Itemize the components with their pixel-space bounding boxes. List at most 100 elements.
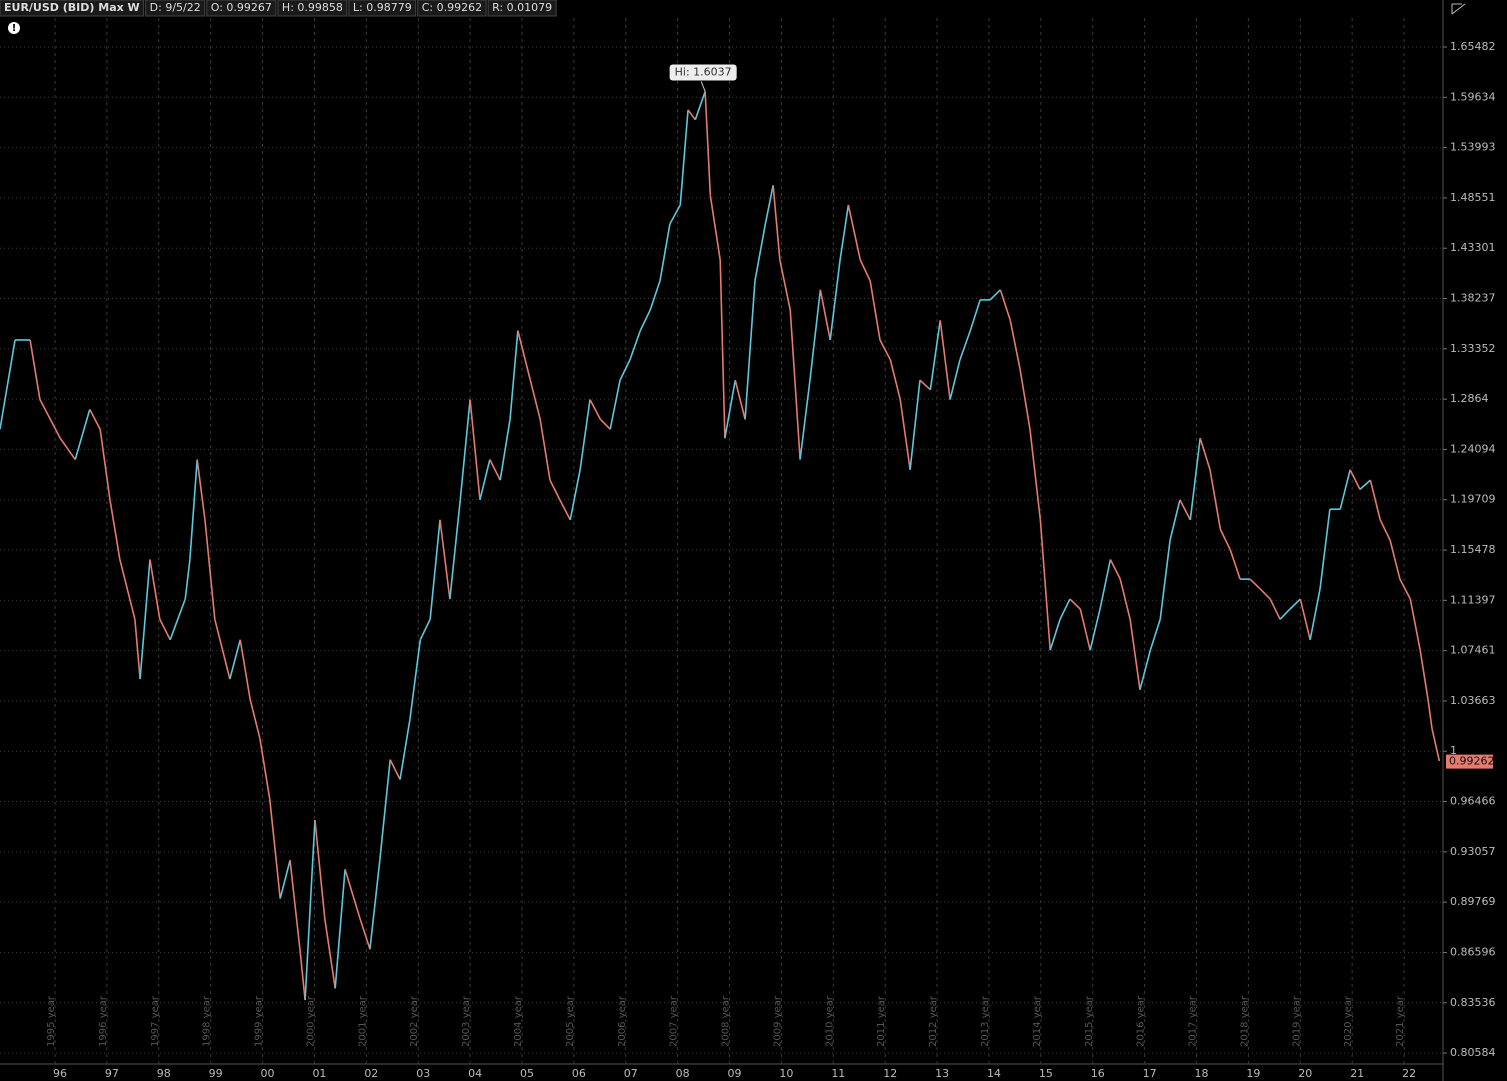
price-segment (139, 559, 151, 680)
price-segment (239, 639, 251, 700)
price-segment (389, 759, 401, 780)
price-segment (29, 339, 41, 400)
price-segment (299, 949, 306, 1001)
price-segment (694, 91, 706, 120)
y-tick-label: 0.83536 (1450, 996, 1496, 1009)
price-segment (959, 330, 972, 361)
y-tick-label: 1.38237 (1450, 292, 1496, 305)
x-tick-label: 09 (728, 1067, 742, 1080)
x-tick-label: 99 (209, 1067, 223, 1080)
y-tick-label: 0.93057 (1450, 845, 1496, 858)
year-label: 2001 year (357, 995, 368, 1047)
year-label: 2011 year (876, 995, 887, 1047)
price-segment (196, 459, 206, 520)
year-label: 2021 year (1395, 995, 1406, 1047)
price-segment (1159, 540, 1171, 620)
price-segment (809, 289, 822, 381)
year-label: 2009 year (772, 995, 783, 1047)
y-tick-label: 1 (1450, 744, 1457, 757)
price-segment (1339, 469, 1351, 510)
price-segment (39, 399, 61, 439)
price-segment (869, 280, 881, 341)
year-label: 2006 year (617, 995, 628, 1047)
y-tick-label: 1.24094 (1450, 442, 1496, 455)
year-label: 2015 year (1084, 995, 1095, 1047)
price-segment (1029, 429, 1042, 520)
x-tick-label: 07 (624, 1067, 638, 1080)
scale-icon[interactable] (1451, 3, 1466, 15)
price-segment (687, 109, 696, 121)
year-label: 2002 year (409, 995, 420, 1047)
price-segment (74, 409, 91, 460)
price-segment (479, 459, 491, 501)
price-segment (599, 418, 611, 430)
price-segment (829, 259, 841, 341)
x-tick-label: 00 (261, 1067, 275, 1080)
price-segment (409, 639, 422, 720)
price-segment (314, 819, 326, 919)
header-field: D: 9/5/22 (150, 1, 201, 14)
price-segment (724, 379, 737, 439)
price-segment (734, 379, 746, 420)
alert-icon-glyph: ! (12, 23, 17, 34)
price-segment (1179, 499, 1192, 521)
price-segment (1169, 499, 1181, 541)
price-segment (1059, 598, 1071, 620)
year-label: 2016 year (1136, 995, 1147, 1047)
price-segment (1229, 549, 1241, 580)
price-segment (539, 419, 551, 481)
price-segment (1129, 619, 1141, 690)
price-segment (669, 204, 681, 225)
x-tick-label: 12 (883, 1067, 897, 1080)
price-segment (509, 330, 519, 420)
y-tick-label: 1.43301 (1450, 241, 1496, 254)
price-segment (789, 310, 801, 460)
price-segment (1209, 469, 1222, 530)
x-tick-label: 14 (987, 1067, 1001, 1080)
last-price-label: 0.99262 (1449, 755, 1495, 768)
x-tick-label: 05 (520, 1067, 534, 1080)
price-segment (939, 320, 951, 400)
price-segment (899, 399, 911, 470)
header: EUR/USD (BID) Max W D: 9/5/22 O: 0.99267 H:… (0, 0, 557, 17)
price-segment (134, 619, 141, 680)
y-tick-label: 1.53993 (1450, 141, 1496, 154)
price-segment (909, 380, 921, 470)
header-box (206, 0, 277, 17)
annotation-box (669, 64, 737, 81)
price-segment (1099, 559, 1112, 610)
price-segment (969, 299, 981, 331)
x-tick-label: 21 (1350, 1067, 1364, 1080)
year-label: 2004 year (513, 995, 524, 1047)
price-segment (89, 409, 101, 430)
price-segment (847, 204, 862, 261)
price-segment (764, 185, 774, 225)
header-box (145, 0, 206, 17)
alert-icon[interactable] (8, 22, 20, 34)
y-tick-label: 1.59634 (1450, 90, 1496, 103)
header-field: C: 0.99262 (422, 1, 482, 14)
year-label: 1996 year (98, 995, 109, 1047)
price-segment (379, 759, 391, 861)
price-segment (59, 437, 76, 460)
price-segment (469, 399, 481, 500)
header-box (277, 0, 348, 17)
year-label: 2013 year (980, 995, 991, 1047)
year-label: 2000 year (305, 995, 316, 1047)
price-segment (1419, 650, 1429, 700)
price-segment (189, 459, 198, 560)
price-segment (799, 380, 811, 460)
price-segment (529, 379, 541, 420)
x-tick-label: 17 (1143, 1067, 1157, 1080)
price-segment (989, 289, 1001, 301)
y-tick-label: 1.15478 (1450, 543, 1496, 556)
last-price-box (1446, 754, 1493, 769)
price-segment (249, 698, 261, 739)
price-segment (1427, 698, 1433, 730)
price-segment (1319, 509, 1331, 590)
y-tick-label: 1.11397 (1450, 593, 1496, 606)
price-segment (204, 519, 216, 620)
price-segment (704, 91, 712, 196)
header-box (348, 0, 417, 17)
